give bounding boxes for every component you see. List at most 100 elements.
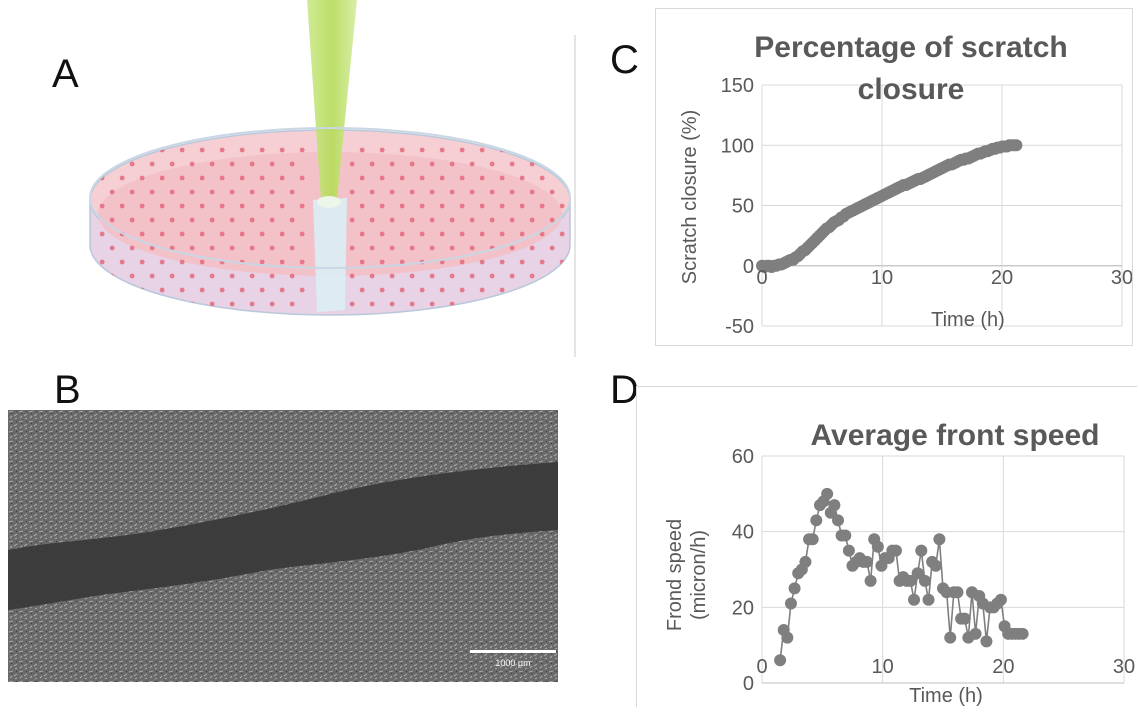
cell-dot (289, 301, 295, 307)
cell-dot (469, 189, 475, 195)
cell-dot (239, 231, 245, 237)
data-point (904, 574, 917, 587)
y-tick-label: 20 (732, 597, 754, 619)
cell-dot (109, 245, 115, 251)
cell-dot (189, 189, 195, 195)
cell-dot (479, 147, 485, 153)
cell-dot (409, 245, 415, 251)
cell-dot (379, 259, 385, 265)
cell-dot (189, 161, 195, 167)
cell-dot (119, 175, 125, 181)
x-tick-label: 30 (1113, 656, 1135, 678)
cell-dot (409, 217, 415, 223)
cell-dot (219, 147, 225, 153)
cell-dot (469, 217, 475, 223)
scale-bar (470, 650, 556, 653)
cell-dot (179, 287, 185, 293)
cell-dot (509, 301, 515, 307)
cell-dot (129, 217, 135, 223)
cell-dot (479, 287, 485, 293)
cell-dot (549, 189, 555, 195)
cell-dot (409, 273, 415, 279)
cell-dot (149, 217, 155, 223)
cell-dot (399, 147, 405, 153)
cell-dot (359, 287, 365, 293)
cell-dot (219, 203, 225, 209)
cell-dot (269, 245, 275, 251)
cell-dot (519, 147, 525, 153)
cell-dot (269, 217, 275, 223)
x-tick-label: 10 (871, 267, 893, 289)
cell-dot (509, 217, 515, 223)
cell-dot (439, 231, 445, 237)
cell-dot (429, 189, 435, 195)
y-tick-label: 40 (732, 522, 754, 544)
data-point (864, 574, 877, 587)
cell-dot (159, 231, 165, 237)
cell-dot (459, 147, 465, 153)
cell-dot (459, 287, 465, 293)
cell-dot (499, 259, 505, 265)
chart-c-xlabel: Time (h) (931, 309, 1005, 331)
cell-dot (379, 203, 385, 209)
cell-dot (549, 273, 555, 279)
cell-dot (279, 147, 285, 153)
cell-dot (199, 287, 205, 293)
cell-dot (439, 147, 445, 153)
cell-dot (269, 273, 275, 279)
x-tick-label: 20 (992, 656, 1014, 678)
chart-d-ylabel: Frond speed (664, 519, 686, 631)
cell-dot (509, 245, 515, 251)
data-point (1010, 139, 1023, 152)
x-tick-label: 0 (756, 656, 767, 678)
data-point (828, 499, 841, 512)
data-point (908, 593, 921, 606)
cell-dot (569, 161, 570, 167)
cell-dot (549, 161, 555, 167)
cell-dot (399, 203, 405, 209)
cell-dot (279, 287, 285, 293)
y-tick-label: 150 (721, 75, 754, 97)
cell-dot (369, 189, 375, 195)
cell-dot (489, 301, 495, 307)
y-tick-label: 60 (732, 446, 754, 468)
cell-dot (449, 217, 455, 223)
cell-dot (569, 273, 570, 279)
cell-dot (269, 161, 275, 167)
cell-dot (139, 175, 145, 181)
cell-dot (189, 245, 195, 251)
cell-dot (549, 301, 555, 307)
data-point (951, 586, 964, 599)
cell-dot (489, 189, 495, 195)
y-tick-label: 0 (743, 256, 754, 278)
cell-dot (159, 175, 165, 181)
cell-dot (439, 175, 445, 181)
x-tick-label: 20 (991, 267, 1013, 289)
cell-dot (179, 147, 185, 153)
cell-dot (259, 147, 265, 153)
cell-dot (229, 217, 235, 223)
y-tick-label: 50 (732, 196, 754, 218)
cell-dot (109, 161, 115, 167)
cell-dot (279, 231, 285, 237)
cell-dot (539, 259, 545, 265)
data-point (799, 555, 812, 568)
cell-dot (159, 203, 165, 209)
cell-dot (469, 245, 475, 251)
cell-dot (179, 231, 185, 237)
cell-dot (359, 175, 365, 181)
cell-dot (479, 231, 485, 237)
data-point (911, 567, 924, 580)
cell-dot (359, 259, 365, 265)
chart-scratch-closure: Percentage of scratch closure Time (h) S… (655, 8, 1133, 346)
cell-dot (179, 259, 185, 265)
cell-dot (129, 189, 135, 195)
cell-dot (249, 161, 255, 167)
cell-dot (449, 161, 455, 167)
cell-dot (349, 273, 355, 279)
data-point (944, 631, 957, 644)
chart-d-title: Average front speed (811, 419, 1100, 452)
scale-bar-label: 1000 µm (495, 658, 530, 668)
cell-dot (189, 217, 195, 223)
chart-c-title-line2: closure (858, 73, 965, 106)
